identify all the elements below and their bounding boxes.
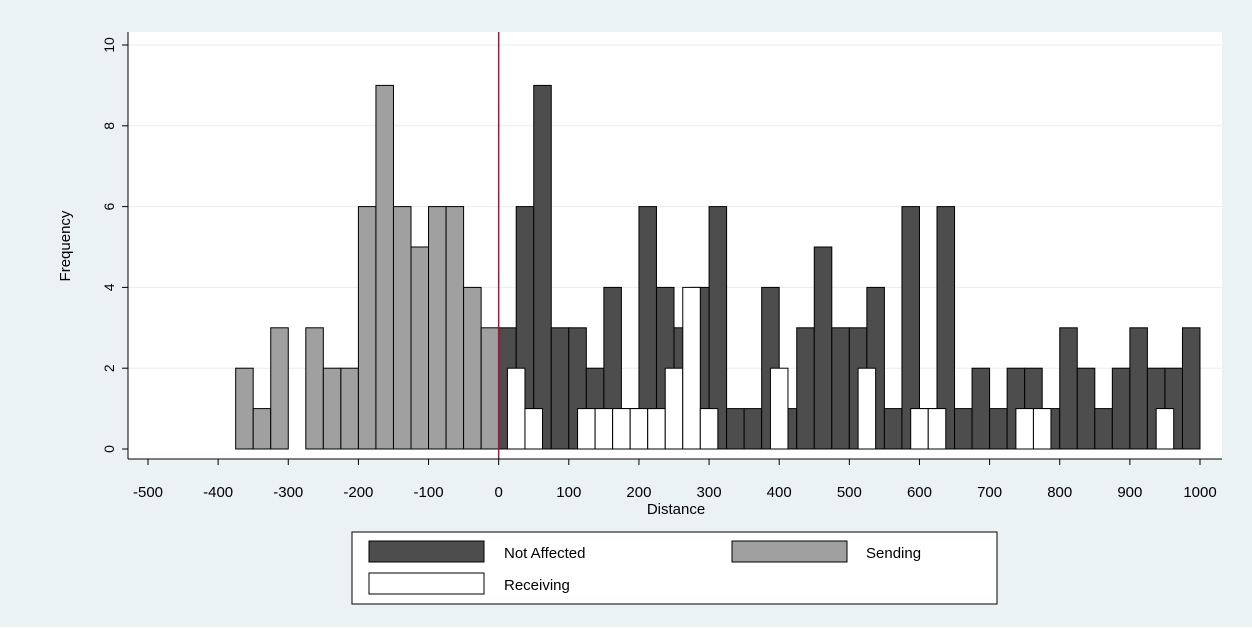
bar-receiving [910, 408, 929, 450]
bar-not-affected [1129, 327, 1148, 450]
bar-not-affected [954, 408, 973, 450]
bar-receiving [577, 408, 596, 450]
y-tick-label: 6 [101, 202, 117, 210]
bar-sending [322, 367, 342, 450]
legend-label-sending: Sending [866, 545, 921, 562]
x-tick-label: -400 [203, 484, 233, 501]
x-tick-label: 1000 [1183, 484, 1216, 501]
legend-label-receiving: Receiving [504, 577, 570, 594]
legend: Not Affected Sending Receiving [351, 531, 998, 605]
bar-receiving [629, 408, 649, 450]
legend-swatch-sending [731, 540, 848, 563]
bars [235, 84, 1201, 450]
bar-not-affected [989, 408, 1008, 450]
bar-not-affected [971, 367, 991, 450]
bar-not-affected [726, 408, 745, 450]
x-tick-label: 400 [767, 484, 792, 501]
x-tick-label: -500 [133, 484, 163, 501]
bar-sending [392, 206, 412, 450]
bar-receiving [699, 408, 719, 450]
x-axis-label: Distance [647, 501, 705, 518]
x-tick-label: 300 [697, 484, 722, 501]
y-axis-label: Frequency [57, 210, 74, 281]
bar-not-affected [1181, 327, 1201, 450]
legend-swatch-not-affected [368, 540, 485, 563]
bar-not-affected [1059, 327, 1078, 450]
bar-sending [410, 246, 430, 450]
bar-receiving [927, 408, 947, 450]
bar-receiving [524, 408, 544, 450]
bar-receiving [594, 408, 614, 450]
bar-receiving [664, 367, 684, 450]
bar-not-affected [1094, 408, 1113, 450]
bar-receiving [682, 286, 701, 450]
bar-receiving [769, 367, 789, 450]
bar-not-affected [796, 327, 815, 450]
bar-sending [463, 286, 482, 450]
bar-not-affected [813, 246, 833, 450]
x-tick-label: -200 [343, 484, 373, 501]
x-tick-label: 0 [494, 484, 502, 501]
y-tick-label: 4 [101, 283, 117, 291]
legend-swatch-receiving [368, 572, 485, 595]
axes: 0 2 4 6 8 10 -500 -400 -300 -200 -100 0 100 200 300 400… [101, 32, 1222, 501]
bar-receiving [1015, 408, 1034, 450]
x-tick-label: -300 [273, 484, 303, 501]
y-tick-label: 2 [101, 364, 117, 372]
bar-not-affected [533, 84, 552, 450]
bar-not-affected [1076, 367, 1096, 450]
legend-label-not-affected: Not Affected [504, 545, 585, 562]
x-tick-label: 900 [1117, 484, 1142, 501]
bar-sending [270, 327, 289, 450]
bar-sending [357, 206, 377, 450]
bar-receiving [1032, 408, 1052, 450]
bar-sending [235, 367, 254, 450]
bar-not-affected [883, 408, 903, 450]
bar-receiving [647, 408, 666, 450]
bar-sending [340, 367, 359, 450]
bar-sending [375, 84, 394, 450]
bar-sending [305, 327, 324, 450]
y-tick-label: 0 [101, 445, 117, 453]
bar-receiving [506, 367, 526, 450]
y-tick-label: 8 [101, 122, 117, 130]
bar-not-affected [550, 327, 570, 450]
x-tick-label: 700 [977, 484, 1002, 501]
bar-receiving [612, 408, 631, 450]
bar-sending [252, 408, 272, 450]
x-tick-label: -100 [414, 484, 444, 501]
bar-not-affected [1111, 367, 1131, 450]
bar-receiving [1155, 408, 1175, 450]
x-tick-label: 500 [837, 484, 862, 501]
x-tick-label: 100 [556, 484, 581, 501]
bar-receiving [857, 367, 877, 450]
bar-sending [428, 206, 447, 450]
bar-not-affected [831, 327, 850, 450]
bar-not-affected [743, 408, 763, 450]
x-tick-label: 200 [626, 484, 651, 501]
bar-sending [445, 206, 465, 450]
y-tick-label: 10 [101, 37, 117, 53]
bar-sending [480, 327, 500, 450]
x-tick-label: 800 [1047, 484, 1072, 501]
x-tick-label: 600 [907, 484, 932, 501]
